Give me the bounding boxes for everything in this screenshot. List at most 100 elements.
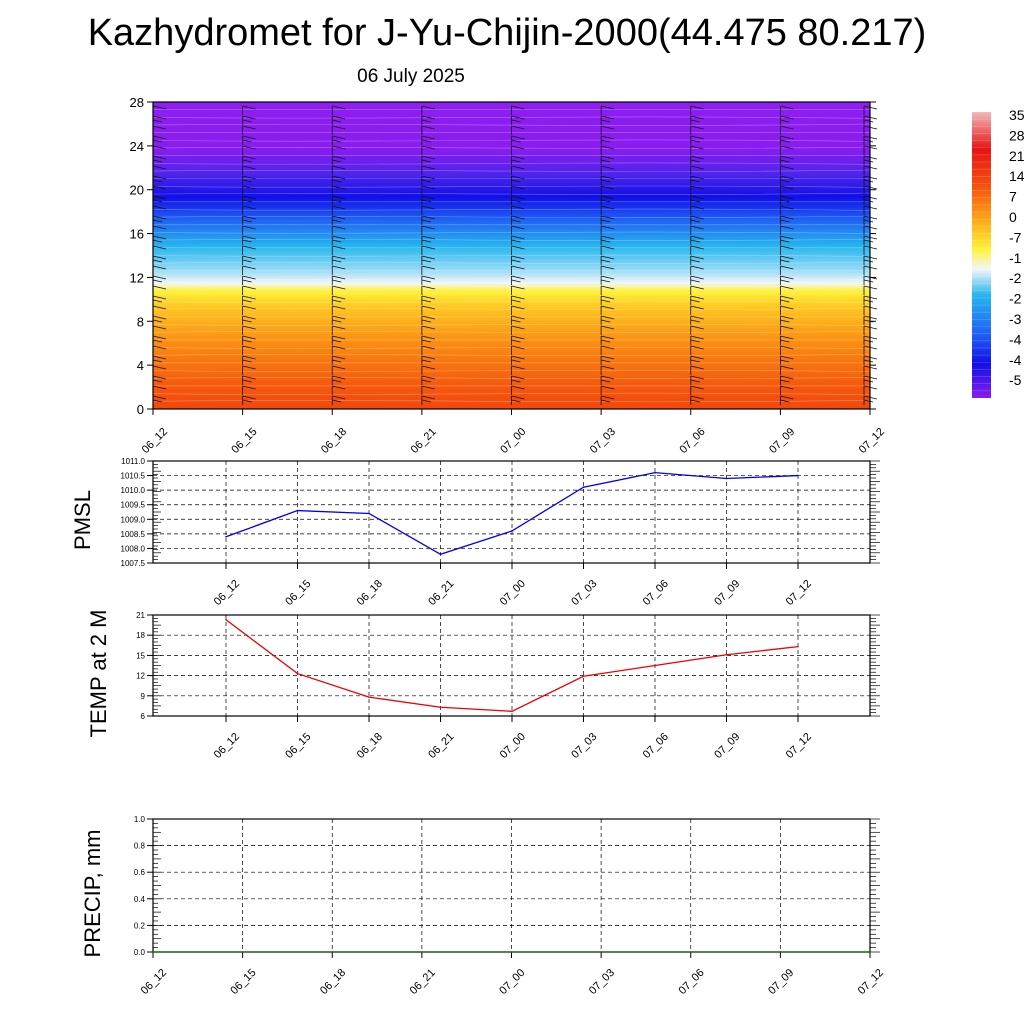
wind-barb-flag: [421, 245, 435, 250]
wind-barb-flag: [242, 365, 256, 370]
x-tick-label: 07_12: [784, 731, 814, 761]
x-tick-label: 07_09: [766, 967, 796, 997]
wind-barb-flag: [242, 295, 256, 300]
wind-barb-flag: [780, 365, 794, 370]
x-tick-label: 06_21: [409, 426, 439, 456]
wind-barb-flag: [690, 265, 704, 270]
wind-barb-flag: [511, 135, 525, 140]
wind-barb-flag: [601, 379, 611, 383]
wind-barb-flag: [332, 205, 346, 210]
wind-barb-flag: [780, 179, 790, 183]
wind-barb-flag: [421, 185, 435, 190]
x-tick-label: 06_12: [212, 731, 242, 761]
wind-barb-flag: [601, 339, 611, 343]
data-point: [689, 951, 692, 953]
wind-barb-flag: [152, 379, 163, 383]
x-tick-label: 07_06: [678, 426, 708, 456]
wind-barb-flag: [332, 225, 346, 230]
wind-barb-flag: [601, 105, 615, 110]
wind-barb-flag: [242, 355, 256, 360]
data-point: [725, 477, 728, 480]
wind-barb-flag: [511, 355, 525, 360]
wind-barb-flag: [511, 295, 525, 300]
wind-barb-flag: [332, 139, 342, 143]
wind-barb-flag: [601, 115, 615, 120]
wind-barb-flag: [242, 265, 256, 270]
wind-barb-flag: [601, 175, 615, 180]
contour-line: [152, 330, 871, 333]
wind-barb-flag: [421, 385, 435, 390]
y-tick-label: 1008.5: [121, 530, 146, 539]
y-tick-label: 1011.0: [121, 457, 145, 466]
colorbar-label: -5: [1009, 372, 1022, 388]
wind-barb-flag: [332, 299, 342, 303]
wind-barb-flag: [863, 299, 874, 303]
wind-barb-flag: [242, 219, 252, 223]
wind-barb-flag: [601, 225, 615, 230]
y-tick-label: 16: [130, 227, 144, 242]
wind-barb-flag: [511, 255, 525, 260]
wind-barb-flag: [421, 175, 435, 180]
wind-barb-flag: [690, 285, 704, 290]
data-point: [779, 951, 782, 953]
wind-barb-flag: [242, 255, 256, 260]
data-point: [296, 509, 299, 512]
contour-line: [152, 323, 871, 326]
y-tick-label: 8: [137, 314, 144, 329]
wind-barb-flag: [332, 295, 346, 300]
wind-barb-flag: [242, 239, 252, 243]
wind-barb-flag: [863, 139, 874, 143]
wind-barb-flag: [242, 135, 256, 140]
wind-barb-flag: [152, 139, 163, 143]
wind-barb-flag: [601, 179, 611, 183]
wind-barb-flag: [511, 219, 521, 223]
contour-line: [152, 231, 871, 234]
contour-line: [152, 307, 871, 310]
wind-barb-flag: [242, 175, 256, 180]
wind-barb-flag: [601, 155, 615, 160]
wind-barb-flag: [780, 185, 794, 190]
wind-barb-flag: [511, 385, 525, 390]
contour-line: [152, 346, 871, 349]
wind-barb-flag: [421, 359, 431, 363]
y-tick-label: 6: [141, 712, 146, 721]
contour-line: [152, 139, 871, 142]
wind-barb-flag: [780, 339, 790, 343]
wind-barb-flag: [152, 299, 163, 303]
wind-barb-flag: [332, 125, 346, 130]
wind-barb-flag: [690, 255, 704, 260]
wind-barb-flag: [690, 275, 704, 280]
wind-barb-flag: [690, 179, 700, 183]
wind-barb-flag: [780, 215, 794, 220]
wind-barb-flag: [332, 239, 342, 243]
wind-barb-flag: [152, 145, 167, 150]
temp-panel: 6 9 12 15 18 21 06_12 06_15 06_18 06_21 07_00 07_03…: [86, 610, 880, 761]
wind-barb-flag: [152, 279, 163, 283]
wind-barb-flag: [152, 359, 163, 363]
wind-barb-flag: [780, 105, 794, 110]
wind-barb-flag: [421, 195, 435, 200]
wind-barb-flag: [863, 379, 874, 383]
wind-barb-flag: [242, 379, 252, 383]
contour-line: [152, 146, 871, 149]
contour-line: [152, 208, 871, 211]
data-point: [582, 675, 585, 678]
wind-barb-flag: [690, 195, 704, 200]
wind-barb-flag: [601, 215, 615, 220]
wind-barb-flag: [690, 365, 704, 370]
wind-barb-flag: [152, 395, 167, 400]
wind-barb-flag: [511, 155, 525, 160]
data-point: [152, 951, 154, 953]
contour-line: [152, 277, 871, 280]
wind-barb-flag: [421, 339, 431, 343]
wind-barb-flag: [690, 155, 704, 160]
wind-barb-flag: [690, 359, 700, 363]
x-tick-label: 07_09: [767, 426, 797, 456]
wind-barb-flag: [780, 245, 794, 250]
wind-barb-flag: [511, 259, 521, 263]
wind-barb-flag: [690, 375, 704, 380]
wind-barb-flag: [152, 135, 167, 140]
wind-barb-flag: [511, 279, 521, 283]
wind-barb-flag: [242, 195, 256, 200]
x-tick-label: 07_06: [641, 731, 671, 761]
